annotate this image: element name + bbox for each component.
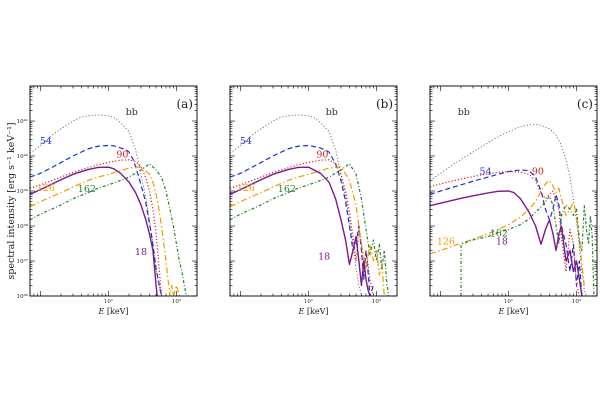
x-tick-label: 10²: [172, 298, 181, 305]
series-label-90: 90: [116, 150, 128, 161]
y-tick-label: 10⁴⁰: [17, 153, 29, 160]
series-line-18: [30, 166, 158, 296]
plot-frame: [229, 85, 398, 297]
x-tick-label: 10¹: [304, 298, 313, 305]
x-tick-label: 10²: [372, 298, 381, 305]
y-tick-label: 10³⁶: [17, 293, 29, 300]
series-line-126: [30, 165, 180, 296]
chart-panel-2: 10¹ 10² E [keV] bb 54 90 126 162 18 (b): [229, 85, 398, 316]
series-line-54: [230, 144, 374, 296]
panel-label: (b): [376, 97, 393, 111]
series-label-162: 162: [278, 184, 296, 195]
panel-label: (c): [577, 97, 593, 111]
x-axis-label: E [keV]: [298, 307, 329, 316]
series-label-54: 54: [40, 136, 52, 147]
series-label-90: 90: [532, 166, 544, 177]
x-axis-label: E [keV]: [498, 307, 529, 316]
series-label-90: 90: [316, 150, 328, 161]
series-line-162: [30, 163, 188, 296]
plot-frame: [429, 85, 598, 297]
series-line-bb: [230, 114, 362, 296]
series-label-126: 126: [37, 183, 55, 194]
panel-label: (a): [176, 97, 193, 111]
series-line-18: [430, 190, 583, 296]
x-tick-label: 10¹: [104, 298, 113, 305]
series-label-126: 126: [237, 183, 255, 194]
chart-panel-1: 10³⁶ 10³⁷ 10³⁸ 10³⁹ 10⁴⁰ 10⁴¹ 10¹ 10² E [keV] bb 5…: [17, 85, 198, 316]
series-label-162: 162: [490, 229, 508, 240]
series-label-162: 162: [78, 184, 96, 195]
series-label-54: 54: [240, 136, 252, 147]
series-label-bb: bb: [458, 107, 470, 118]
series-line-54: [430, 169, 583, 296]
y-tick-label: 10³⁸: [17, 223, 29, 230]
y-tick-label: 10⁴¹: [17, 118, 28, 125]
series-label-18: 18: [135, 247, 147, 258]
series-label-18: 18: [496, 236, 508, 247]
series-line-90: [430, 170, 580, 296]
y-tick-label: 10³⁷: [17, 258, 29, 265]
plot-frame: [29, 85, 198, 297]
y-tick-label: 10³⁹: [17, 188, 29, 195]
series-label-bb: bb: [326, 107, 338, 118]
plot-area: [30, 86, 197, 296]
plot-area: [230, 86, 397, 296]
series-label-18: 18: [318, 252, 330, 263]
series-line-90: [30, 159, 163, 296]
plot-area: [430, 86, 597, 296]
x-tick-label: 10¹: [504, 298, 513, 305]
series-line-162: [460, 195, 595, 296]
series-label-126: 126: [437, 236, 455, 247]
series-line-126: [230, 165, 385, 296]
series-label-bb: bb: [126, 107, 138, 118]
y-axis-label: spectral intensity [erg s⁻¹ keV⁻¹]: [6, 122, 17, 279]
series-line-bb: [30, 114, 162, 296]
x-axis-label: E [keV]: [98, 307, 129, 316]
series-line-54: [30, 144, 163, 296]
series-line-18: [230, 166, 371, 296]
series-line-126: [430, 179, 585, 286]
x-tick-label: 10²: [572, 298, 581, 305]
series-line-162: [230, 163, 390, 296]
series-label-54: 54: [480, 166, 492, 177]
